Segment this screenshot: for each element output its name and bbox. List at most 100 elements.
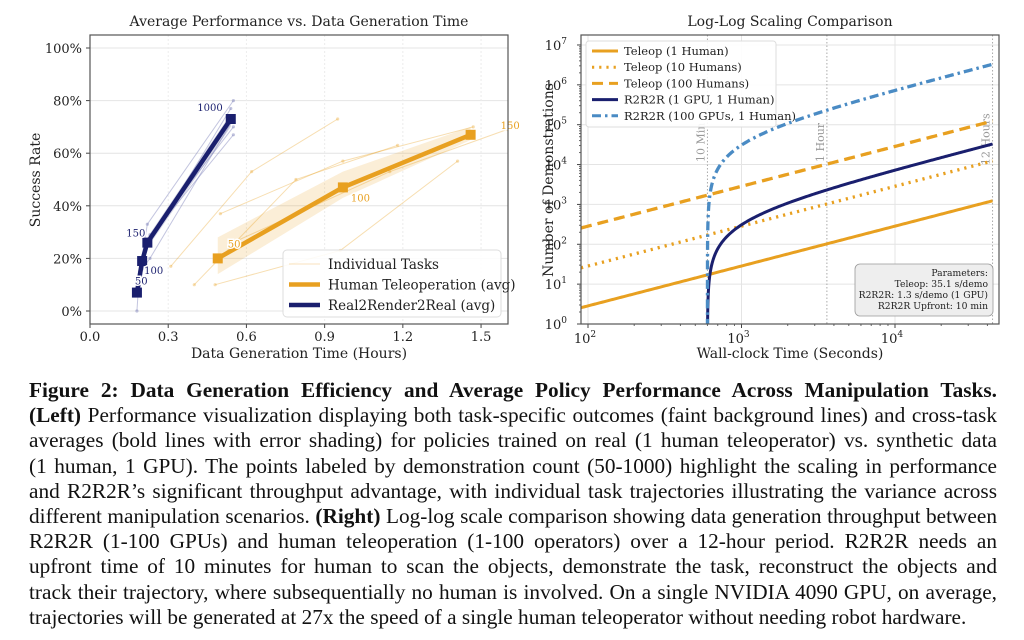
left-x-tick-label: 0.6 xyxy=(236,330,257,345)
caption-run: and R2R2R’s significant throughput advan… xyxy=(29,478,997,503)
caption-line: Figure 2: Data Generation Efficiency and… xyxy=(29,378,997,403)
vertical-marker-label: 10 Min xyxy=(694,123,707,162)
left-y-tick-label: 80% xyxy=(53,95,82,110)
figure-caption: Figure 2: Data Generation Efficiency and… xyxy=(29,378,997,630)
individual-task-point xyxy=(169,264,173,268)
left-y-tick-label: 0% xyxy=(61,305,82,320)
point-count-label: 150 xyxy=(501,121,520,132)
right-x-tick-label: 102 xyxy=(574,330,596,347)
caption-line: and R2R2R’s significant throughput advan… xyxy=(29,479,997,504)
right-y-tick-label: 106 xyxy=(545,77,568,94)
average-series-marker xyxy=(465,129,476,140)
individual-task-point xyxy=(229,106,233,111)
series-line-dashed xyxy=(581,119,993,230)
left-x-tick-label: 0.3 xyxy=(158,330,179,345)
parameters-line: Teleop: 35.1 s/demo xyxy=(895,279,989,290)
left-x-tick-label: 1.2 xyxy=(392,330,413,345)
average-series-marker xyxy=(137,256,148,267)
right-y-tick-label: 107 xyxy=(545,37,568,54)
individual-task-point xyxy=(231,99,235,103)
individual-task-point xyxy=(145,222,149,226)
right-y-tick-label: 101 xyxy=(545,276,567,293)
left-y-tick-label: 40% xyxy=(53,200,82,215)
right-series xyxy=(581,62,993,324)
individual-task-point xyxy=(236,238,241,242)
error-band xyxy=(217,126,471,275)
right-y-tick-label: 104 xyxy=(545,157,568,174)
right-vertical-markers: 10 Min 1 Hour 12 Hours xyxy=(694,35,994,324)
point-count-label: 1000 xyxy=(197,103,222,114)
point-count-label: 150 xyxy=(126,229,145,240)
left-legend-label: Individual Tasks xyxy=(328,257,439,273)
left-legend-label: Human Teleoperation (avg) xyxy=(328,278,516,294)
series-line-dashdot xyxy=(705,62,993,324)
left-y-tick-label: 100% xyxy=(45,42,82,57)
right-axes: 100 101 102 103 104 105 106 107 102 103 104 xyxy=(545,34,1000,347)
parameters-line: R2R2R Upfront: 10 min xyxy=(878,301,988,312)
right-legend-label: Teleop (100 Humans) xyxy=(624,76,749,90)
caption-bold-run: (Right) xyxy=(315,504,381,529)
parameters-line: R2R2R: 1.3 s/demo (1 GPU) xyxy=(859,290,988,301)
right-y-tick-label: 103 xyxy=(545,196,568,213)
individual-task-point xyxy=(192,283,196,287)
individual-task-point xyxy=(336,117,340,121)
average-series-marker xyxy=(142,237,153,248)
left-x-axis-label: Data Generation Time (Hours) xyxy=(191,346,407,362)
caption-run: Performance visualization displaying bot… xyxy=(81,403,997,428)
point-count-label: 100 xyxy=(144,266,163,277)
left-x-tick-label: 0.0 xyxy=(80,330,101,345)
right-x-tick-label: 103 xyxy=(727,330,750,347)
individual-task-point xyxy=(250,170,254,174)
right-chart-title: Log-Log Scaling Comparison xyxy=(687,14,892,30)
caption-line: trajectories will be generated at 27x th… xyxy=(29,605,997,630)
caption-line: (Left) Performance visualization display… xyxy=(29,403,997,428)
individual-task-point xyxy=(396,143,400,147)
error-band xyxy=(136,113,231,296)
caption-run: Log-log scale comparison showing data ge… xyxy=(380,504,997,529)
individual-task-point xyxy=(471,125,475,129)
right-axes-frame xyxy=(580,34,1000,325)
parameters-box-frame xyxy=(854,263,994,317)
left-error-bands xyxy=(136,113,471,296)
right-legend-label: Teleop (1 Human) xyxy=(624,44,729,58)
caption-run: upfront time of 10 minutes for human to … xyxy=(29,554,997,579)
caption-line: track their trajectory, where subsequent… xyxy=(29,580,997,605)
left-x-tick-label: 1.5 xyxy=(471,330,492,345)
caption-run: track their trajectory, where subsequent… xyxy=(29,579,997,604)
right-y-tick-label: 102 xyxy=(545,236,567,253)
caption-line: upfront time of 10 minutes for human to … xyxy=(29,554,997,579)
point-count-label: 50 xyxy=(228,239,241,250)
parameters-line: Parameters: xyxy=(931,268,988,279)
average-series-marker xyxy=(337,182,348,193)
right-y-axis-label: Number of Demonstrations xyxy=(541,83,557,277)
right-y-tick-label: 100 xyxy=(545,316,568,333)
individual-task-point xyxy=(135,309,139,313)
individual-task-point xyxy=(213,283,217,287)
right-chart: Log-Log Scaling Comparison 10 Min 1 Hour 1… xyxy=(541,14,1000,362)
individual-task-point xyxy=(218,212,222,216)
vertical-marker-label: 1 Hour xyxy=(814,122,827,162)
average-series-line xyxy=(134,117,233,293)
right-legend-box xyxy=(585,40,777,128)
left-y-tick-label: 60% xyxy=(53,147,82,162)
series-line-solid xyxy=(581,199,993,310)
left-chart-title: Average Performance vs. Data Generation … xyxy=(129,14,469,30)
caption-line: R2R2R (1-100 GPUs) and human teleoperati… xyxy=(29,529,997,554)
individual-task-line xyxy=(193,144,398,286)
individual-task-line xyxy=(220,126,474,215)
left-y-tick-label: 20% xyxy=(53,252,82,267)
left-axes: 0% 20% 40% 60% 80% 100% 0.0 0.3 0.6 0.9 1.2 1.5 xyxy=(45,34,509,345)
left-legend: Individual Tasks Human Teleoperation (avg… xyxy=(282,249,516,318)
left-y-axis-label: Success Rate xyxy=(28,133,44,228)
caption-bold-run: Figure 2: Data Generation Efficiency and… xyxy=(29,378,997,402)
caption-line: averages (bold lines with error shading)… xyxy=(29,428,997,453)
right-legend-label: R2R2R (1 GPU, 1 Human) xyxy=(624,93,774,107)
caption-run: (1 human, 1 GPU). The points labeled by … xyxy=(29,453,997,478)
left-legend-label: Real2Render2Real (avg) xyxy=(328,298,495,314)
caption-run: trajectories will be generated at 27x th… xyxy=(29,604,967,629)
right-x-axis-label: Wall-clock Time (Seconds) xyxy=(697,346,884,362)
individual-task-point xyxy=(231,125,235,129)
individual-task-point xyxy=(341,159,345,163)
